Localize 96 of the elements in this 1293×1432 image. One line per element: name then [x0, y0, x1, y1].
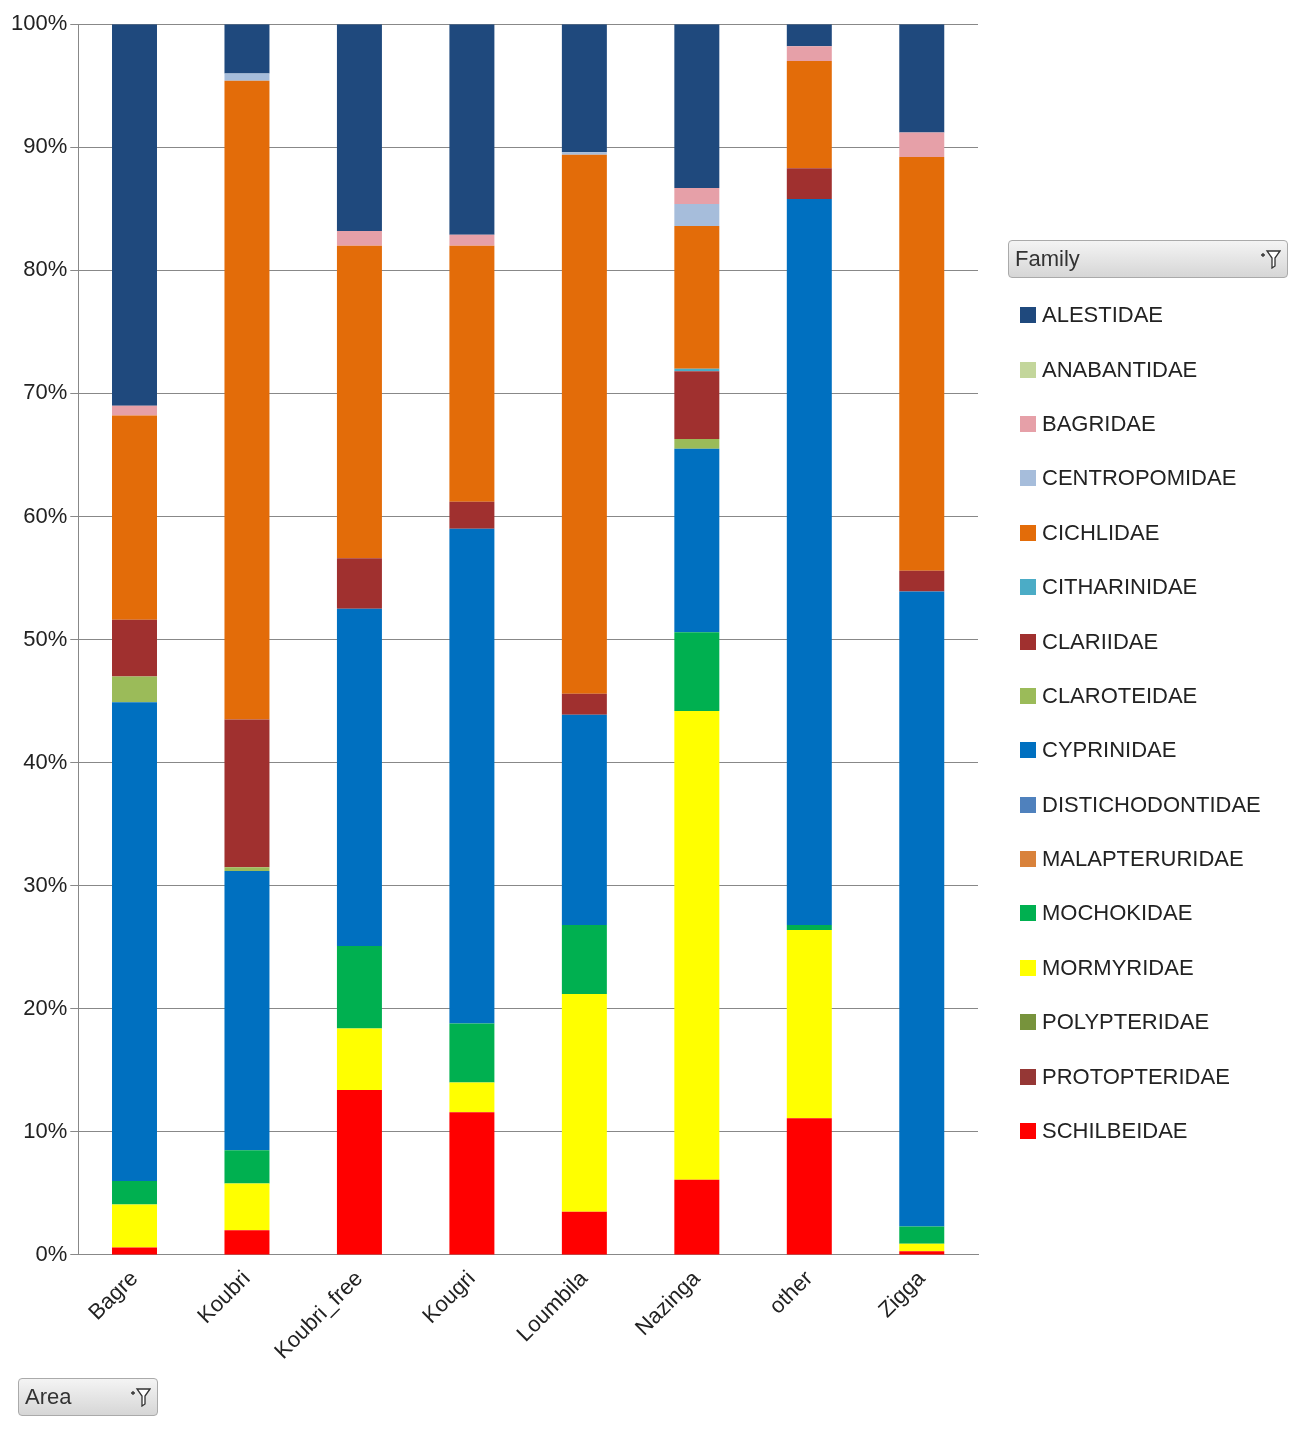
legend-label: SCHILBEIDAE — [1042, 1118, 1188, 1145]
bar — [112, 24, 157, 406]
bar — [224, 1150, 270, 1184]
bar — [674, 226, 720, 369]
legend-label: CLAROTEIDAE — [1042, 682, 1198, 709]
bar — [899, 591, 945, 1227]
bar — [224, 1183, 270, 1231]
bar — [674, 632, 720, 711]
bar — [224, 719, 270, 868]
bar — [112, 676, 157, 703]
legend-label: ANABANTIDAE — [1042, 356, 1198, 383]
bar — [674, 710, 720, 1180]
bar — [449, 234, 495, 246]
bar — [786, 930, 832, 1119]
bar — [224, 80, 270, 720]
bar — [561, 154, 607, 694]
y-tick-label: 10% — [23, 1117, 68, 1143]
bar — [561, 693, 607, 715]
bar — [336, 946, 382, 1029]
legend-title: Family — [1015, 246, 1080, 272]
bar — [899, 570, 945, 592]
y-tick-label: 60% — [23, 502, 68, 528]
bar — [899, 157, 945, 571]
bar — [786, 46, 832, 62]
bar — [112, 702, 157, 1182]
legend-label: CYPRINIDAE — [1042, 737, 1177, 764]
bar — [674, 448, 720, 633]
bar — [899, 132, 945, 158]
bar — [112, 415, 157, 620]
bar — [336, 24, 382, 231]
y-tick-label: 30% — [23, 871, 68, 897]
x-axis-title: Area — [25, 1384, 72, 1410]
bar — [561, 994, 607, 1212]
bar — [449, 245, 495, 502]
bar — [561, 152, 607, 155]
bar — [786, 61, 832, 169]
bar — [224, 73, 270, 81]
bar — [674, 203, 720, 227]
legend-label: PROTOPTERIDAE — [1042, 1063, 1230, 1090]
bar — [449, 24, 495, 235]
bar — [786, 24, 832, 47]
bar — [336, 1089, 382, 1255]
bar — [449, 1112, 495, 1255]
bar — [449, 1082, 495, 1113]
legend-label: MALAPTERURIDAE — [1042, 846, 1244, 873]
bar — [449, 501, 495, 529]
bar — [561, 925, 607, 994]
bar — [674, 438, 720, 449]
bar — [112, 1204, 157, 1248]
bar — [224, 1230, 270, 1255]
y-tick-label: 50% — [23, 625, 68, 651]
y-tick-label: 80% — [23, 256, 68, 282]
bar — [674, 371, 720, 439]
y-tick-label: 70% — [23, 379, 68, 405]
legend-label: ALESTIDAE — [1042, 302, 1164, 329]
bar — [786, 198, 832, 926]
legend-label: CITHARINIDAE — [1042, 574, 1198, 601]
legend-label: MOCHOKIDAE — [1042, 900, 1193, 927]
y-tick-label: 90% — [23, 133, 68, 159]
bar — [112, 405, 157, 416]
legend-label: POLYPTERIDAE — [1042, 1009, 1210, 1036]
bar — [786, 925, 832, 930]
legend-label: MORMYRIDAE — [1042, 954, 1194, 981]
bar — [899, 1243, 945, 1252]
legend-label: CENTROPOMIDAE — [1042, 465, 1237, 492]
legend-label: CICHLIDAE — [1042, 519, 1160, 546]
y-tick-label: 40% — [23, 748, 68, 774]
bar — [224, 870, 270, 1151]
bar — [786, 1118, 832, 1255]
bar — [224, 867, 270, 871]
bar — [112, 1181, 157, 1205]
legend-label: BAGRIDAE — [1042, 410, 1156, 437]
bar — [674, 187, 720, 204]
bar — [336, 608, 382, 946]
bar — [224, 24, 270, 74]
bar — [674, 1179, 720, 1255]
bar — [899, 1226, 945, 1244]
bar — [449, 528, 495, 1024]
bar — [561, 1211, 607, 1255]
legend-label: DISTICHODONTIDAE — [1042, 791, 1261, 818]
bar — [336, 245, 382, 559]
bar — [336, 230, 382, 246]
bar — [449, 1023, 495, 1083]
bar — [112, 619, 157, 677]
bar — [899, 1251, 945, 1255]
bar — [899, 24, 945, 133]
bar — [674, 24, 720, 188]
y-tick-label: 100% — [10, 10, 68, 36]
bar — [561, 24, 607, 153]
y-tick-label: 20% — [23, 994, 68, 1020]
bar — [336, 558, 382, 609]
bar — [561, 714, 607, 926]
y-tick-label: 0% — [35, 1240, 68, 1266]
bar — [336, 1028, 382, 1090]
bar — [786, 168, 832, 199]
legend-label: CLARIIDAE — [1042, 628, 1159, 655]
